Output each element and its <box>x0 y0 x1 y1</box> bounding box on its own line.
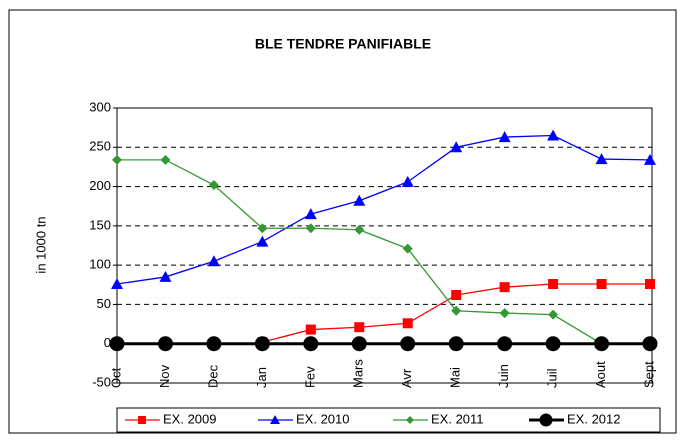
y-tick-label: 300 <box>89 99 111 114</box>
marker <box>545 336 561 352</box>
marker <box>303 336 319 352</box>
marker <box>645 279 655 289</box>
y-axis-label: in 1000 tn <box>33 216 48 273</box>
x-tick-label: Juil <box>545 368 560 388</box>
marker <box>138 416 146 424</box>
x-tick-label: Sept <box>641 361 656 388</box>
y-tick-label: -50 <box>92 374 111 389</box>
marker <box>353 194 366 206</box>
marker <box>305 223 316 234</box>
x-tick-label: Juin <box>496 364 511 388</box>
y-tick-label: 250 <box>89 139 111 154</box>
legend-label: EX. 2009 <box>163 411 217 426</box>
marker <box>539 413 553 427</box>
legend-label: EX. 2010 <box>296 411 350 426</box>
legend-label: EX. 2011 <box>431 411 484 426</box>
marker <box>451 290 462 300</box>
marker <box>207 255 220 267</box>
marker <box>159 270 172 282</box>
x-tick-label: Mars <box>351 359 366 388</box>
x-tick-label: Dec <box>205 364 220 388</box>
legend-box <box>116 407 661 433</box>
x-tick-label: Jan <box>254 367 269 388</box>
chart-title: BLE TENDRE PANIFIABLE <box>255 36 431 52</box>
y-tick-label: 0 <box>104 335 111 350</box>
marker <box>548 309 559 320</box>
marker <box>256 235 269 247</box>
marker <box>548 279 559 289</box>
x-tick-label: Oct <box>108 367 123 388</box>
plot-frame <box>116 107 653 384</box>
marker <box>499 308 510 319</box>
marker <box>451 305 462 316</box>
marker <box>402 243 413 254</box>
x-tick-label: Avr <box>399 368 414 388</box>
marker <box>497 336 513 352</box>
legend-label: EX. 2012 <box>567 411 621 426</box>
marker <box>406 416 414 424</box>
marker <box>354 322 365 333</box>
marker <box>448 336 464 352</box>
y-tick-label: 100 <box>89 257 111 272</box>
marker <box>157 336 173 352</box>
marker <box>595 153 608 165</box>
marker <box>354 224 365 235</box>
marker <box>400 336 416 352</box>
series-line <box>116 134 651 285</box>
marker <box>642 336 658 352</box>
marker <box>499 282 510 293</box>
y-tick-label: 200 <box>89 178 111 193</box>
marker <box>305 324 316 335</box>
marker <box>254 336 270 352</box>
marker <box>160 154 171 165</box>
marker <box>257 223 268 234</box>
y-tick-label: 150 <box>89 217 111 232</box>
marker <box>206 336 222 352</box>
marker <box>644 153 656 165</box>
marker <box>304 208 317 220</box>
marker <box>111 278 123 289</box>
marker <box>547 129 560 141</box>
y-tick-label: 50 <box>97 296 111 311</box>
marker <box>208 180 219 190</box>
marker <box>450 141 463 153</box>
marker <box>109 336 125 352</box>
x-tick-label: Nov <box>157 364 172 388</box>
marker <box>498 131 511 143</box>
x-tick-label: Aout <box>593 361 608 388</box>
marker <box>596 279 607 289</box>
marker <box>594 336 610 352</box>
marker <box>401 175 414 187</box>
marker <box>351 336 367 352</box>
marker <box>402 318 413 329</box>
chart-border <box>8 9 677 434</box>
x-tick-label: Mai <box>448 367 463 388</box>
marker <box>112 154 122 165</box>
marker <box>270 415 280 424</box>
x-tick-label: Fev <box>302 366 317 388</box>
